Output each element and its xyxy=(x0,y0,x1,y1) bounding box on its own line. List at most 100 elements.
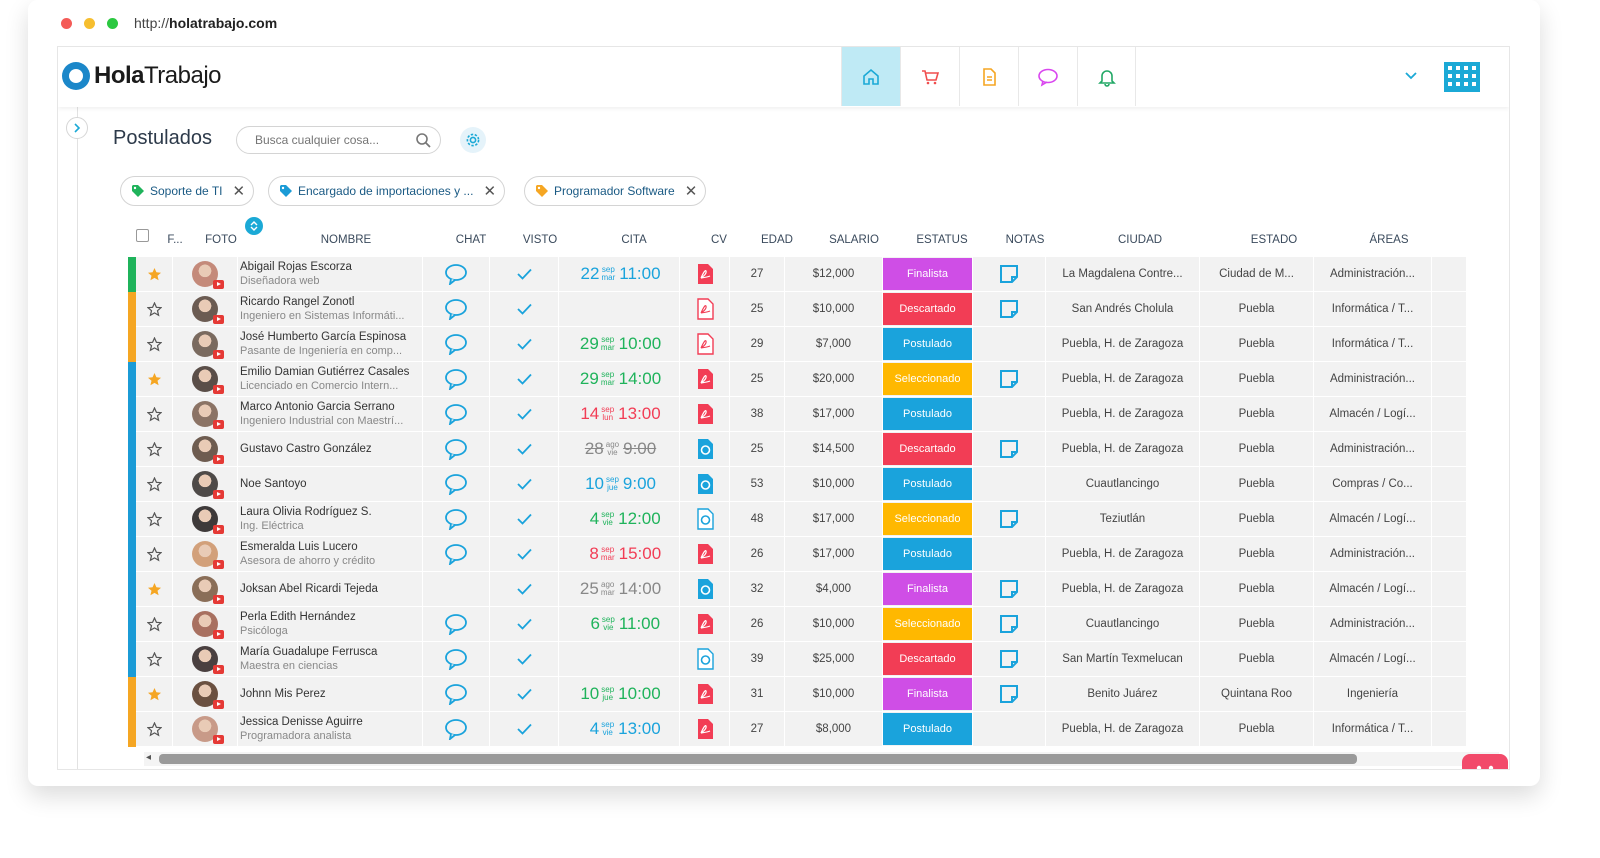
column-header-photo[interactable]: FOTO xyxy=(205,234,237,246)
chat-cell[interactable] xyxy=(423,362,490,396)
column-header-state[interactable]: ESTADO xyxy=(1250,234,1298,246)
status-cell[interactable]: Seleccionado xyxy=(883,607,973,641)
scroll-left-arrow[interactable]: ◂ xyxy=(146,752,152,763)
status-cell[interactable]: Seleccionado xyxy=(883,362,973,396)
cv-cell[interactable] xyxy=(680,292,730,326)
status-cell[interactable]: Descartado xyxy=(883,642,973,676)
notes-cell[interactable] xyxy=(973,362,1046,396)
favorite-toggle[interactable] xyxy=(137,642,173,676)
filter-chip[interactable]: Soporte de TI ✕ xyxy=(120,176,255,206)
photo-cell[interactable] xyxy=(173,712,238,746)
select-all-checkbox[interactable] xyxy=(136,229,149,242)
chat-cell[interactable] xyxy=(423,397,490,431)
appointment-cell[interactable]: 4 sep vie 13:00 xyxy=(559,712,680,746)
table-row[interactable]: Marco Antonio Garcia Serrano Ingeniero I… xyxy=(128,397,1466,432)
status-cell[interactable]: Descartado xyxy=(883,432,973,466)
name-cell[interactable]: Joksan Abel Ricardi Tejeda xyxy=(238,572,423,606)
chat-cell[interactable] xyxy=(423,642,490,676)
name-cell[interactable]: Jessica Denisse Aguirre Programadora ana… xyxy=(238,712,423,746)
appointment-cell[interactable]: 14 sep lun 13:00 xyxy=(559,397,680,431)
chat-assistant-button[interactable] xyxy=(1462,754,1508,769)
cv-cell[interactable] xyxy=(680,607,730,641)
nav-notifications[interactable] xyxy=(1077,47,1136,106)
chat-cell[interactable] xyxy=(423,432,490,466)
appointment-cell[interactable]: 10 sep jue 10:00 xyxy=(559,677,680,711)
column-header-age[interactable]: EDAD xyxy=(761,234,793,246)
settings-button[interactable] xyxy=(460,127,486,153)
name-cell[interactable]: José Humberto García Espinosa Pasante de… xyxy=(238,327,423,361)
name-cell[interactable]: María Guadalupe Ferrusca Maestra en cien… xyxy=(238,642,423,676)
appointment-cell[interactable]: 6 sep vie 11:00 xyxy=(559,607,680,641)
chat-cell[interactable] xyxy=(423,502,490,536)
status-cell[interactable]: Postulado xyxy=(883,327,973,361)
status-badge[interactable]: Descartado xyxy=(883,433,972,465)
chat-cell[interactable] xyxy=(423,467,490,501)
close-icon[interactable]: ✕ xyxy=(483,183,497,200)
column-header-seen[interactable]: VISTO xyxy=(522,234,558,246)
photo-cell[interactable] xyxy=(173,537,238,571)
status-badge[interactable]: Descartado xyxy=(883,293,972,325)
cv-cell[interactable] xyxy=(680,642,730,676)
name-cell[interactable]: Esmeralda Luis Lucero Asesora de ahorro … xyxy=(238,537,423,571)
photo-cell[interactable] xyxy=(173,327,238,361)
chat-cell[interactable] xyxy=(423,327,490,361)
cv-cell[interactable] xyxy=(680,397,730,431)
favorite-toggle[interactable] xyxy=(137,537,173,571)
maximize-window-button[interactable] xyxy=(107,18,118,29)
notes-cell[interactable] xyxy=(973,607,1046,641)
sidebar-toggle[interactable] xyxy=(66,117,88,139)
appointment-cell[interactable]: 29 sep mar 14:00 xyxy=(559,362,680,396)
horizontal-scroll-thumb[interactable] xyxy=(159,754,1357,764)
company-building[interactable] xyxy=(1442,60,1482,97)
favorite-toggle[interactable] xyxy=(137,607,173,641)
photo-cell[interactable] xyxy=(173,257,238,291)
photo-cell[interactable] xyxy=(173,677,238,711)
favorite-toggle[interactable] xyxy=(137,397,173,431)
table-row[interactable]: Jessica Denisse Aguirre Programadora ana… xyxy=(128,712,1466,747)
favorite-toggle[interactable] xyxy=(137,362,173,396)
photo-cell[interactable] xyxy=(173,362,238,396)
notes-cell[interactable] xyxy=(973,502,1046,536)
photo-cell[interactable] xyxy=(173,572,238,606)
appointment-cell[interactable]: 29 sep mar 10:00 xyxy=(559,327,680,361)
cv-cell[interactable] xyxy=(680,467,730,501)
notes-cell[interactable] xyxy=(973,257,1046,291)
close-icon[interactable]: ✕ xyxy=(684,183,698,200)
notes-cell[interactable] xyxy=(973,677,1046,711)
column-header-fav[interactable]: F... xyxy=(167,234,183,246)
notes-cell[interactable] xyxy=(973,292,1046,326)
name-cell[interactable]: Laura Olivia Rodríguez S. Ing. Eléctrica xyxy=(238,502,423,536)
status-badge[interactable]: Descartado xyxy=(883,643,972,675)
photo-cell[interactable] xyxy=(173,397,238,431)
nav-messages[interactable] xyxy=(1018,47,1077,106)
table-row[interactable]: Noe Santoyo 10 sep jue 9:00 53 $10,000 Postu… xyxy=(128,467,1466,502)
table-row[interactable]: Laura Olivia Rodríguez S. Ing. Eléctrica… xyxy=(128,502,1466,537)
notes-cell[interactable] xyxy=(973,572,1046,606)
table-row[interactable]: Abigail Rojas Escorza Diseñadora web 22 … xyxy=(128,257,1466,292)
status-badge[interactable]: Seleccionado xyxy=(883,608,972,640)
chat-cell[interactable] xyxy=(423,292,490,326)
status-badge[interactable]: Finalista xyxy=(883,573,972,605)
column-header-salary[interactable]: SALARIO xyxy=(829,234,879,246)
filter-chip[interactable]: Encargado de importaciones y ... ✕ xyxy=(268,176,506,206)
notes-cell[interactable] xyxy=(973,642,1046,676)
notes-cell[interactable] xyxy=(973,467,1046,501)
photo-cell[interactable] xyxy=(173,432,238,466)
name-cell[interactable]: Abigail Rojas Escorza Diseñadora web xyxy=(238,257,423,291)
favorite-toggle[interactable] xyxy=(137,502,173,536)
favorite-toggle[interactable] xyxy=(137,677,173,711)
appointment-cell[interactable]: 8 sep mar 15:00 xyxy=(559,537,680,571)
photo-cell[interactable] xyxy=(173,467,238,501)
photo-cell[interactable] xyxy=(173,502,238,536)
notes-cell[interactable] xyxy=(973,327,1046,361)
address-bar[interactable]: http://holatrabajo.com xyxy=(134,15,277,31)
status-cell[interactable]: Finalista xyxy=(883,257,973,291)
status-badge[interactable]: Postulado xyxy=(883,713,972,745)
cv-cell[interactable] xyxy=(680,572,730,606)
favorite-toggle[interactable] xyxy=(137,327,173,361)
chat-cell[interactable] xyxy=(423,572,490,606)
name-cell[interactable]: Perla Edith Hernández Psicóloga xyxy=(238,607,423,641)
status-cell[interactable]: Finalista xyxy=(883,677,973,711)
column-header-name[interactable]: NOMBRE xyxy=(320,234,372,246)
search-input[interactable] xyxy=(255,133,405,147)
